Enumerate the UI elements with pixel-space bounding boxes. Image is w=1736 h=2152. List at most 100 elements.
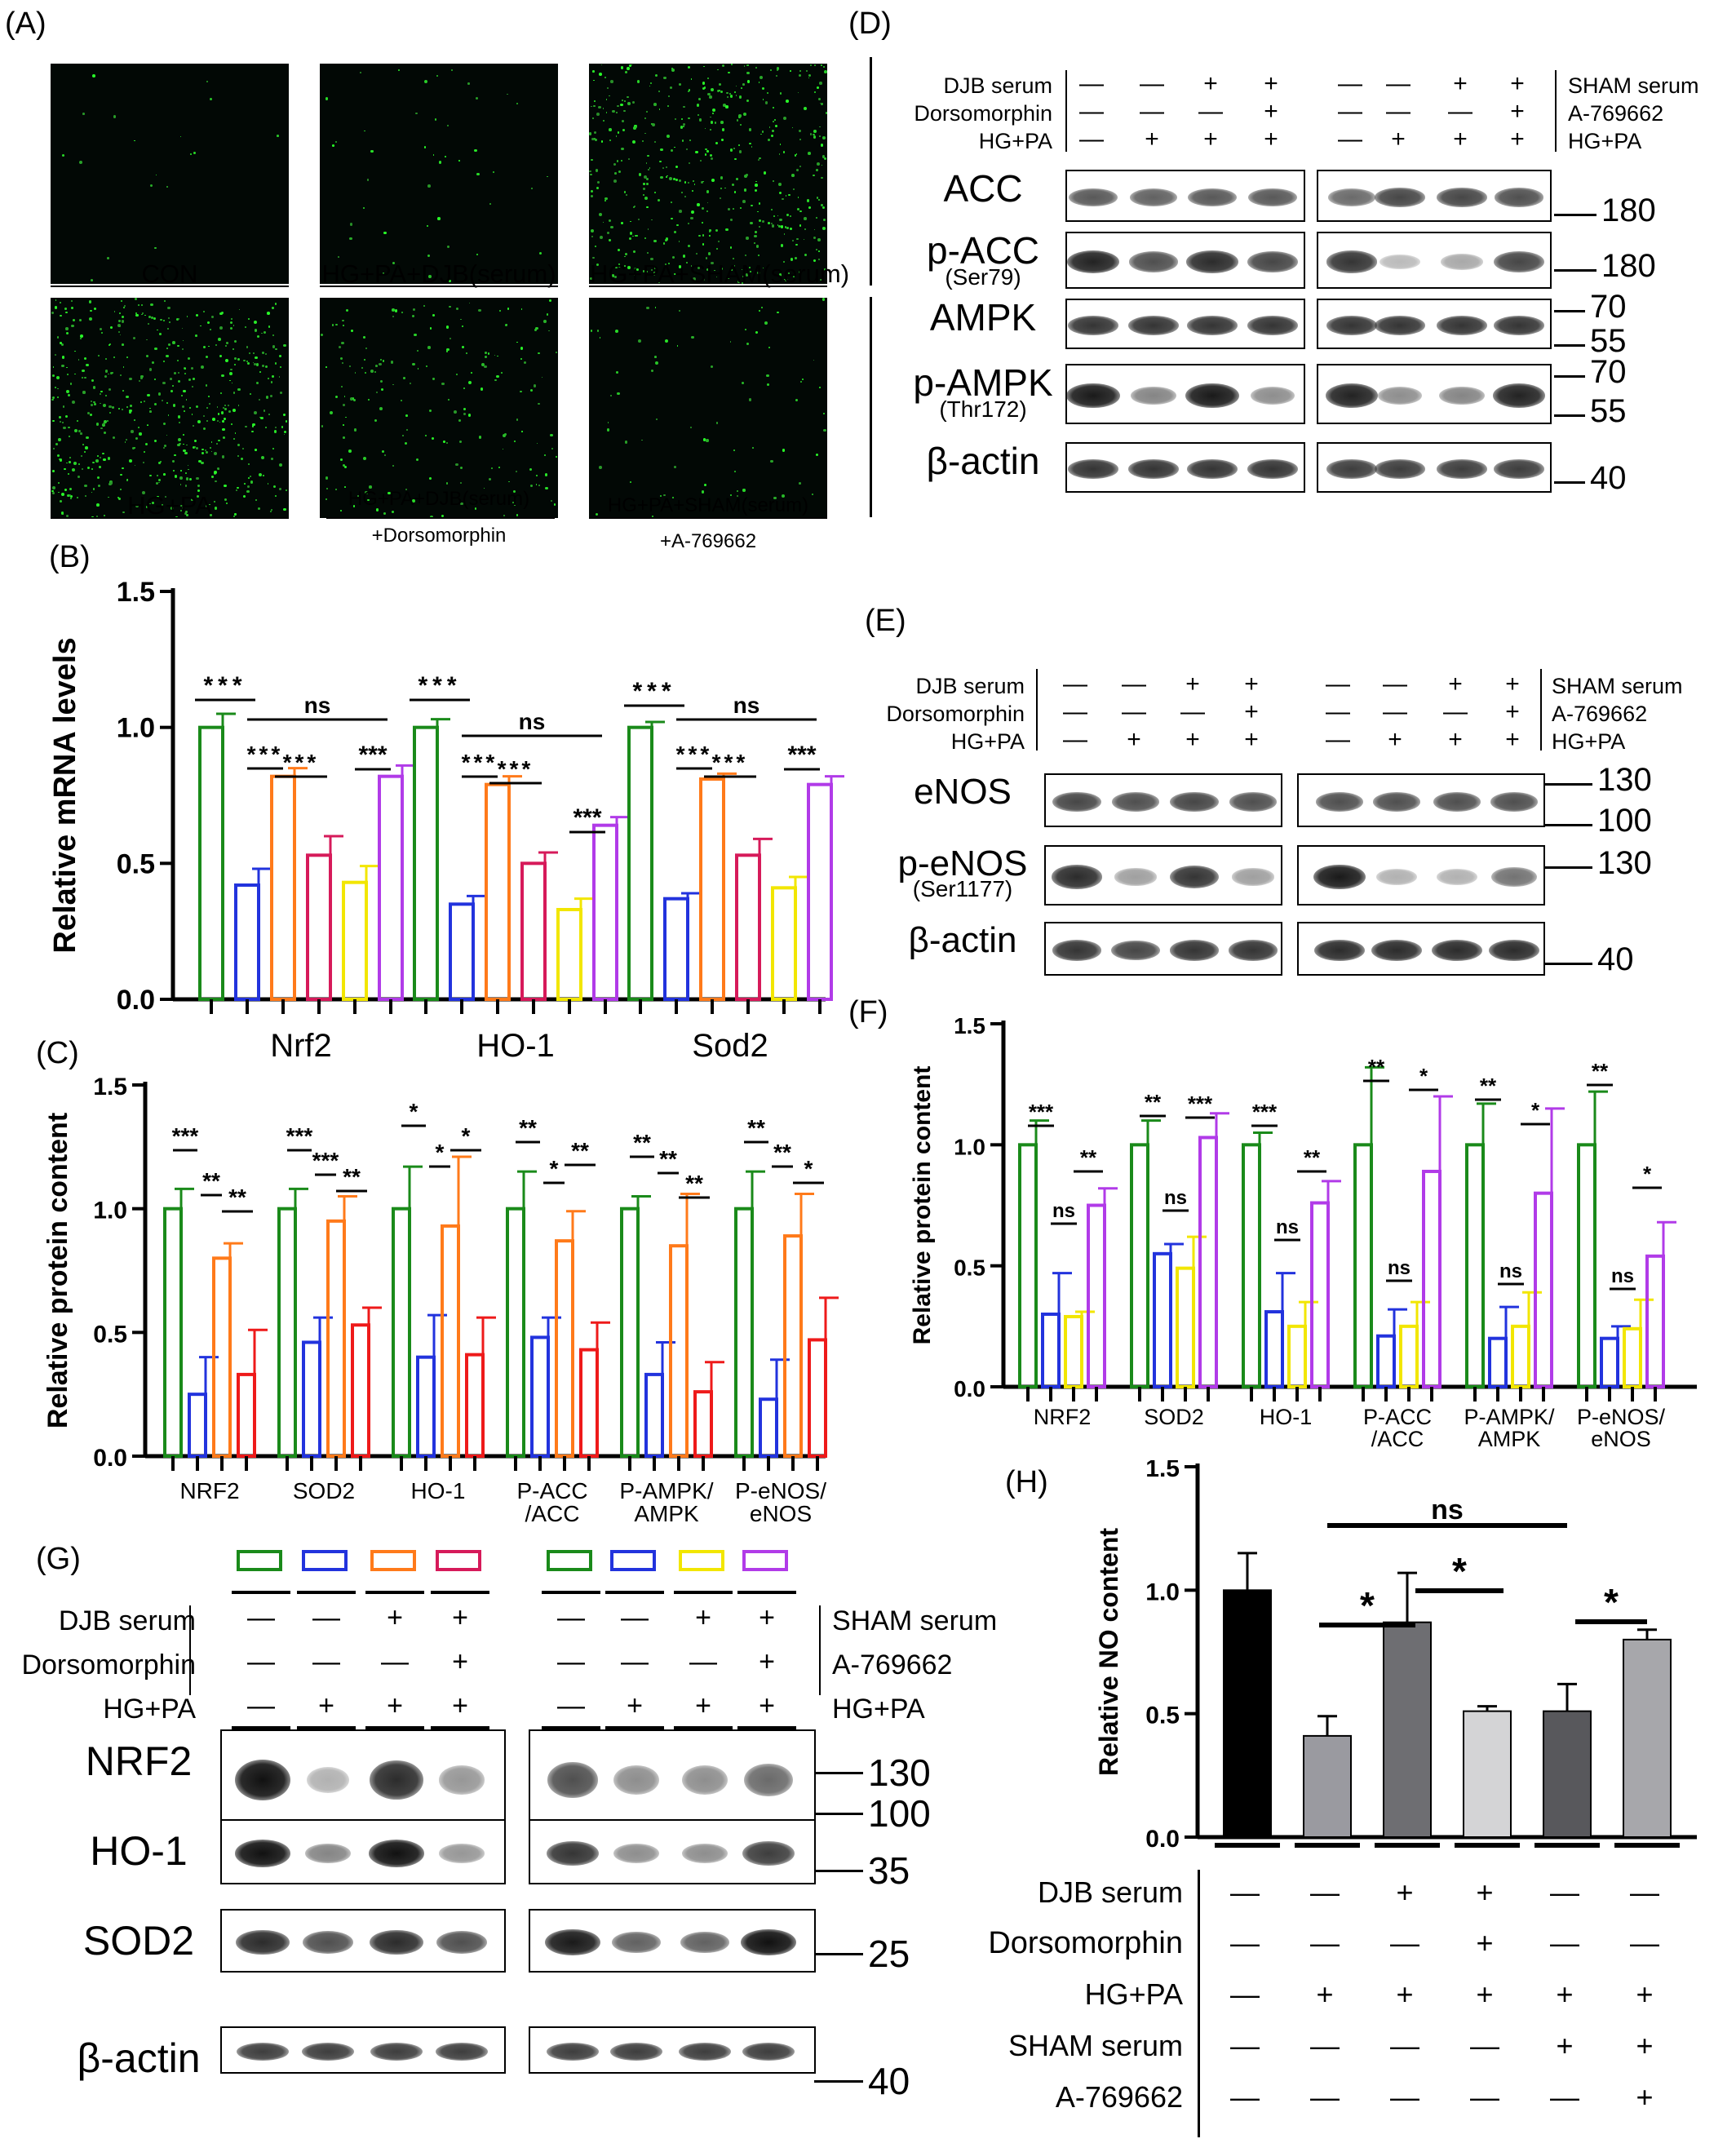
bar <box>465 1353 485 1458</box>
treatment-sign: — <box>1448 98 1472 125</box>
treatment-sign: — <box>1338 70 1362 97</box>
protein-band <box>369 1840 424 1867</box>
bar <box>1488 1336 1508 1388</box>
chart-f-protein-content: 0.0 0.5 1.0 1.5 Relative protein content NRF2… <box>909 1013 1697 1451</box>
y-axis-label: Relative protein content <box>909 1066 936 1345</box>
blot-protein-name: NRF2 <box>85 1738 193 1784</box>
bar <box>1383 1621 1432 1838</box>
blot-protein-name: HO-1 <box>90 1828 188 1874</box>
molecular-weight-marker: 130 <box>1597 845 1652 881</box>
blot-strip <box>529 1819 816 1884</box>
molecular-weight-marker: 180 <box>1601 193 1656 228</box>
treatment-sign: + <box>1388 726 1402 753</box>
treatment-label: HG+PA <box>950 729 1025 754</box>
protein-band <box>1433 792 1481 812</box>
treatment-sign: — <box>1326 671 1350 697</box>
protein-band <box>1379 254 1421 270</box>
bar <box>1511 1324 1530 1389</box>
protein-band <box>370 1929 423 1955</box>
treatment-sign: — <box>247 1602 275 1633</box>
significance-mark: ** <box>228 1184 246 1210</box>
blot-strip <box>220 1819 506 1884</box>
lane-bar <box>737 1726 796 1729</box>
bar <box>1018 1143 1038 1388</box>
blot-protein-name: β-actin <box>77 2035 201 2081</box>
significance-mark: ** <box>1480 1074 1497 1098</box>
category-label: Sod2 <box>692 1028 768 1061</box>
protein-band <box>1067 383 1120 409</box>
lane-bar <box>232 1726 290 1729</box>
protein-band <box>1489 939 1539 962</box>
legend-swatch <box>679 1550 724 1571</box>
panel-label-f: (F) <box>848 995 888 1030</box>
molecular-weight-marker: 40 <box>1590 460 1627 496</box>
protein-band <box>236 1929 290 1955</box>
significance-mark: * <box>1531 1098 1540 1122</box>
treatment-sign: — <box>247 1646 275 1677</box>
protein-band <box>304 1843 352 1864</box>
marker-tick <box>814 1870 863 1872</box>
micrograph-label: HG+PA+SHAM(serum) <box>607 494 809 516</box>
blot-row-label: p-eNOS (Ser1177) <box>881 844 1044 902</box>
treatment-label: Dorsomorphin <box>21 1649 196 1680</box>
label-underline <box>51 517 289 519</box>
label-underline <box>326 517 555 519</box>
category-label: eNOS <box>1591 1427 1651 1451</box>
blot-strip <box>1044 845 1282 906</box>
protein-band <box>237 2043 289 2061</box>
significance-mark: ** <box>1592 1059 1609 1083</box>
protein-band <box>439 1844 485 1863</box>
treatment-label: DJB serum <box>58 1605 196 1636</box>
panel-label-d: (D) <box>848 7 892 41</box>
protein-band <box>1490 792 1539 812</box>
blot-row-label: p-ACC (Ser79) <box>901 228 1065 290</box>
blot-row-label: SOD2 <box>49 1917 228 1964</box>
marker-tick <box>1554 344 1585 347</box>
bar <box>669 1244 689 1458</box>
treatment-sign: — <box>1230 1926 1260 1959</box>
micrograph-6 <box>589 298 827 518</box>
blot-strip <box>529 1729 816 1827</box>
significance-mark: * <box>1604 1581 1619 1623</box>
molecular-weight-marker: 100 <box>1597 803 1652 839</box>
micrograph-5 <box>320 298 558 518</box>
molecular-weight-marker: 100 <box>868 1792 931 1835</box>
legend-swatch <box>302 1550 348 1571</box>
blot-site-label: (Thr172) <box>939 396 1027 422</box>
bar <box>1176 1266 1195 1388</box>
treatment-label: SHAM serum <box>1568 73 1699 98</box>
protein-band <box>613 1843 660 1864</box>
significance-mark: ns <box>304 693 331 718</box>
y-tick-label: 0.5 <box>1145 1703 1180 1729</box>
treatment-sign: + <box>759 1690 775 1721</box>
treatment-sign: — <box>1063 726 1087 753</box>
micrograph-2 <box>320 64 558 284</box>
blot-strip <box>1317 364 1552 424</box>
bar <box>1087 1203 1106 1388</box>
blot-strip <box>1044 773 1282 827</box>
treatment-sign: + <box>387 1690 403 1721</box>
treatment-sign: + <box>1396 1977 1414 2011</box>
bar <box>163 1207 183 1459</box>
treatment-sign: — <box>1383 671 1407 697</box>
blot-strip <box>1297 922 1545 976</box>
blot-strip <box>1317 442 1552 493</box>
bar <box>592 823 618 1001</box>
treatment-sign: — <box>1140 70 1164 97</box>
category-label: NRF2 <box>1034 1405 1092 1429</box>
panel-label-h: (H) <box>1005 1465 1048 1499</box>
treatment-sign: — <box>1383 698 1407 725</box>
significance-mark: * <box>550 1156 559 1181</box>
treatment-sign: — <box>1230 1977 1260 2011</box>
blot-strip <box>220 2026 506 2074</box>
blot-row-label: β-actin <box>49 2035 228 2082</box>
divider-line <box>870 57 872 286</box>
category-label: P-ACC <box>516 1478 587 1503</box>
treatment-sign: + <box>1316 1977 1334 2011</box>
protein-band <box>1127 316 1180 335</box>
bar <box>520 861 547 1002</box>
protein-band <box>1374 316 1426 335</box>
y-tick-label: 0.0 <box>1145 1826 1180 1852</box>
treatment-sign: + <box>452 1690 468 1721</box>
protein-band <box>741 1928 796 1956</box>
